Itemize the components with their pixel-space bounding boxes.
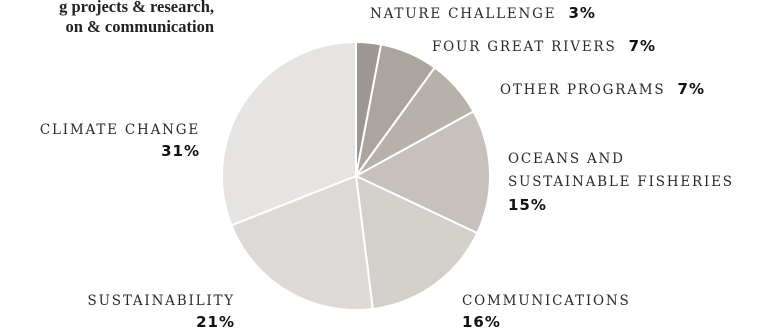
intro-line-2: on & communication (65, 17, 215, 36)
intro-text: g projects & research, on & communicatio… (0, 0, 222, 44)
label-oceans-line-1: OCEANS AND (508, 151, 625, 167)
label-other-programs-name: OTHER PROGRAMS (500, 82, 666, 98)
label-nature-challenge-name: NATURE CHALLENGE (370, 6, 557, 22)
label-oceans-pct: 15% (508, 196, 547, 214)
label-climate-change-name: CLIMATE CHANGE (39, 122, 200, 138)
label-sustainability-name: SUSTAINABILITY (87, 293, 235, 309)
pie-slice-climate-change (221, 40, 357, 227)
label-communications-pct: 16% (462, 313, 501, 331)
label-oceans-line-2: SUSTAINABLE FISHERIES (508, 174, 734, 190)
label-sustainability-pct: 21% (196, 313, 235, 331)
label-oceans: OCEANS AND SUSTAINABLE FISHERIES 15% (508, 148, 734, 217)
pie-slice-communications (354, 174, 479, 311)
label-sustainability: SUSTAINABILITY 21% (55, 291, 235, 333)
label-four-great-rivers: FOUR GREAT RIVERS 7% (432, 37, 656, 56)
label-climate-change-pct: 31% (161, 142, 200, 160)
label-nature-challenge-pct: 3% (568, 4, 596, 22)
intro-line-1: g projects & research, (59, 0, 214, 16)
label-four-great-rivers-name: FOUR GREAT RIVERS (432, 39, 617, 55)
label-other-programs-pct: 7% (677, 80, 706, 98)
pie-slice-oceans-and-sustainable-fisheries (353, 110, 491, 235)
label-four-great-rivers-pct: 7% (628, 37, 657, 55)
label-other-programs: OTHER PROGRAMS 7% (500, 80, 705, 99)
label-communications: COMMUNICATIONS 16% (462, 291, 631, 333)
pie-slice-sustainability (230, 174, 374, 311)
label-climate-change: CLIMATE CHANGE 31% (15, 120, 200, 162)
label-communications-name: COMMUNICATIONS (462, 293, 631, 309)
label-nature-challenge: NATURE CHALLENGE 3% (370, 4, 596, 23)
